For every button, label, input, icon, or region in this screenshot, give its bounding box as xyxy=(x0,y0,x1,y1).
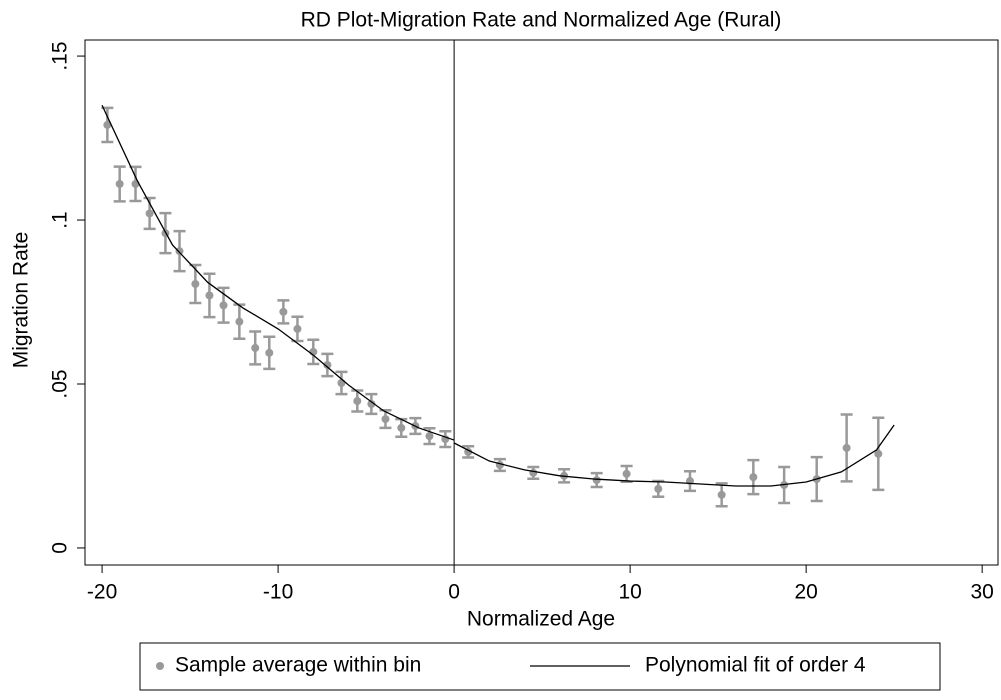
legend-label: Polynomial fit of order 4 xyxy=(645,654,866,677)
point xyxy=(592,476,601,485)
point xyxy=(842,443,851,452)
point xyxy=(251,343,260,352)
y-tick-label: .1 xyxy=(49,211,72,229)
point xyxy=(175,247,184,256)
point xyxy=(115,179,124,188)
x-tick-label: 10 xyxy=(618,581,641,604)
y-axis-label: Migration Rate xyxy=(10,232,33,369)
point xyxy=(191,279,200,288)
point xyxy=(381,415,390,424)
point xyxy=(279,307,288,316)
point xyxy=(293,324,302,333)
y-tick-label: 0 xyxy=(49,542,72,554)
x-tick-label: 0 xyxy=(448,581,460,604)
y-tick-label: .05 xyxy=(49,369,72,398)
point xyxy=(717,490,726,499)
point xyxy=(749,473,758,482)
point xyxy=(103,120,112,129)
point xyxy=(337,379,346,388)
legend-box xyxy=(139,642,941,691)
point xyxy=(622,469,631,478)
x-tick-label: -10 xyxy=(263,581,293,604)
plot-frame xyxy=(84,39,999,566)
point xyxy=(145,209,154,218)
chart-title: RD Plot-Migration Rate and Normalized Ag… xyxy=(301,9,782,32)
legend-label: Sample average within bin xyxy=(175,654,421,677)
x-tick-label: -20 xyxy=(87,581,117,604)
point xyxy=(874,449,883,458)
point xyxy=(425,432,434,441)
point xyxy=(367,399,376,408)
point xyxy=(654,484,663,493)
legend-marker xyxy=(156,662,164,670)
x-tick-label: 20 xyxy=(794,581,817,604)
point xyxy=(529,468,538,477)
point xyxy=(205,291,214,300)
point xyxy=(397,423,406,432)
y-tick-label: .15 xyxy=(49,41,72,70)
x-tick-label: 30 xyxy=(970,581,993,604)
point xyxy=(265,348,274,357)
x-axis-label: Normalized Age xyxy=(467,608,615,631)
point xyxy=(353,397,362,406)
point xyxy=(131,179,140,188)
point xyxy=(323,360,332,369)
fit-line xyxy=(101,104,895,487)
point xyxy=(219,301,228,310)
point xyxy=(235,317,244,326)
